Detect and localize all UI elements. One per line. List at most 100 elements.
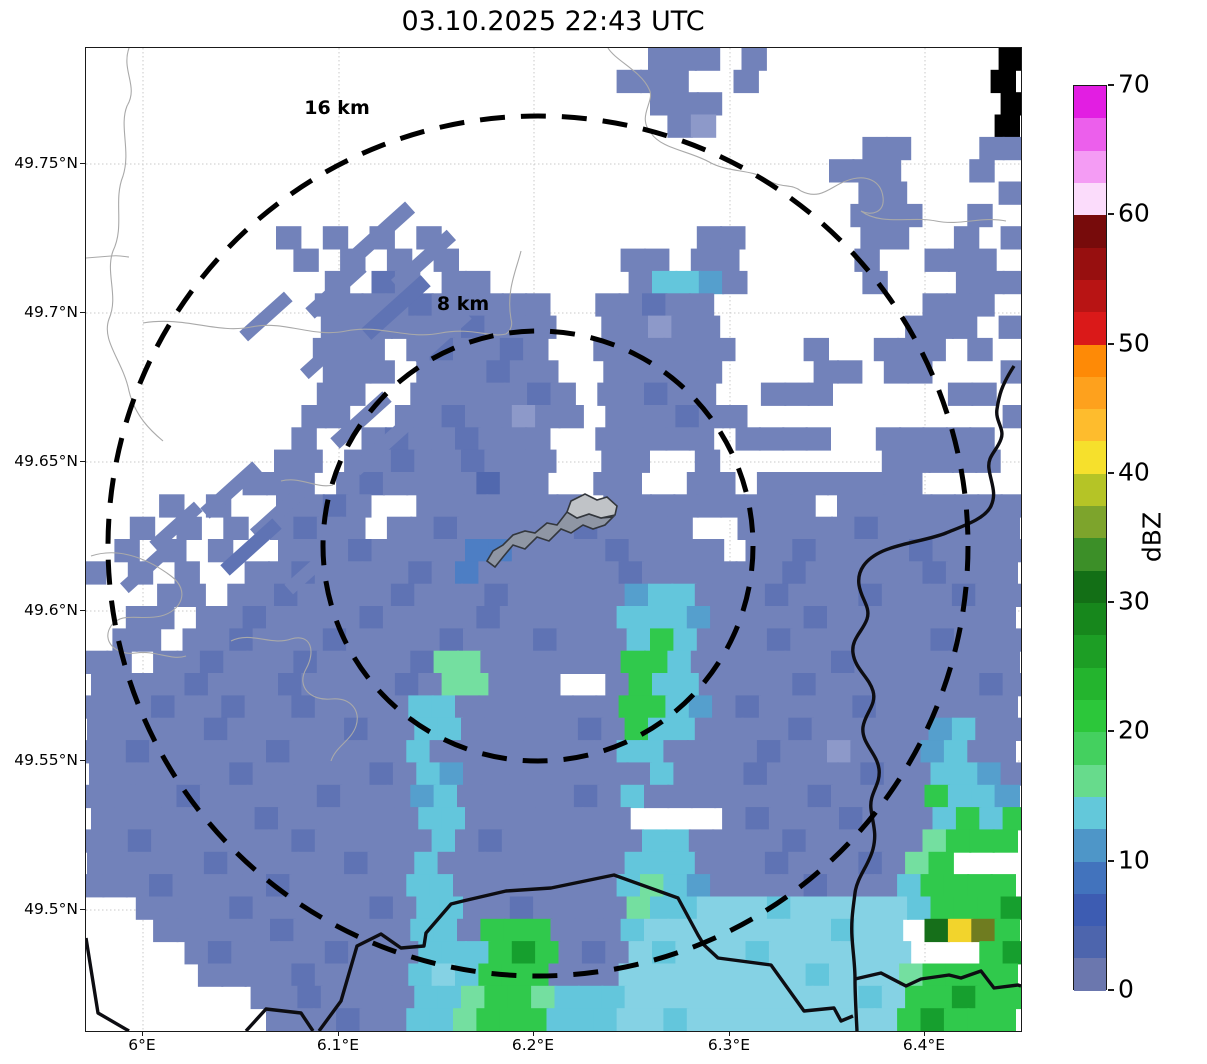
radar-cell: [803, 606, 829, 630]
radar-cell: [394, 673, 421, 697]
radar-cell: [829, 561, 855, 585]
radar-cell: [1000, 226, 1021, 250]
radar-cell: [556, 762, 582, 786]
radar-cell: [1002, 941, 1021, 965]
radar-cell: [437, 717, 463, 741]
radar-cell: [883, 360, 910, 384]
radar-cell: [207, 539, 234, 563]
radar-cell: [312, 740, 339, 764]
radar-cell: [860, 226, 886, 250]
radar-cell: [231, 941, 257, 965]
radar-cell: [180, 583, 206, 607]
radar-cell: [758, 427, 785, 451]
radar-cell: [733, 1008, 759, 1031]
colorbar-segment: [1074, 150, 1106, 183]
radar-cell: [975, 717, 1001, 741]
radar-cell: [509, 762, 536, 786]
radar-cell: [480, 516, 506, 540]
radar-cell: [463, 360, 489, 384]
city-area-polygon: [485, 510, 616, 569]
radar-cell: [324, 673, 351, 697]
radar-cell: [743, 896, 769, 920]
radar-cell: [573, 650, 600, 674]
radar-cell: [977, 628, 1003, 652]
radar-cell: [418, 539, 444, 563]
radar-cell: [650, 896, 676, 920]
colorbar-segment: [1074, 182, 1106, 216]
radar-cell: [102, 874, 128, 898]
radar-cell: [642, 293, 668, 317]
radar-cell: [743, 628, 769, 652]
radar-cell: [531, 851, 557, 876]
colorbar-segment: [1074, 86, 1106, 119]
radar-cell: [718, 985, 744, 1010]
radar-cell: [457, 918, 483, 943]
radar-cell: [153, 784, 179, 809]
radar-cell: [648, 717, 674, 741]
radar-cell: [628, 539, 654, 563]
radar-cell: [501, 427, 528, 451]
border-river-line: [850, 365, 1016, 1031]
radar-cell: [897, 606, 923, 630]
radar-cell: [133, 851, 160, 876]
radar-cell: [476, 1008, 502, 1031]
radar-cell: [998, 583, 1021, 607]
radar-cell: [484, 851, 510, 876]
radar-cell: [573, 784, 600, 809]
radar-cell: [616, 606, 642, 630]
radar-cell: [928, 717, 954, 741]
radar-cell: [837, 494, 863, 518]
radar-cell: [675, 405, 701, 429]
radar-cell: [392, 896, 419, 920]
y-axis-tick-mark: [80, 162, 85, 164]
radar-cell: [414, 449, 440, 473]
radar-cell: [316, 650, 343, 674]
radar-cell: [694, 985, 721, 1010]
radar-cell: [766, 762, 793, 786]
radar-cell: [161, 807, 187, 831]
radar-cell: [361, 695, 387, 719]
radar-cell: [827, 740, 853, 764]
radar-cell: [652, 539, 678, 563]
radar-cell: [930, 896, 956, 920]
radar-cell: [408, 963, 434, 987]
border-river-line: [317, 873, 854, 1031]
range-circle-16km: [105, 113, 971, 979]
radar-cell: [499, 472, 526, 496]
radar-cell: [673, 360, 699, 384]
x-axis-tick-mark: [141, 1031, 143, 1036]
radar-cell: [478, 829, 504, 853]
radar-cell: [642, 695, 668, 719]
radar-cell: [250, 851, 276, 876]
radar-cell: [663, 1008, 689, 1031]
radar-cell: [969, 427, 995, 451]
radar-cell: [531, 717, 557, 741]
colorbar-tick-mark: [1108, 730, 1114, 733]
radar-cell: [827, 606, 853, 630]
radar-cell: [320, 717, 347, 741]
radar-cell: [920, 874, 946, 898]
radar-cell: [990, 69, 1016, 94]
radar-cell: [266, 740, 292, 764]
radar-cell: [805, 427, 831, 451]
radar-cell: [439, 762, 465, 786]
radar-cell: [899, 829, 925, 853]
radar-cell: [667, 784, 693, 809]
radar-cell: [461, 449, 487, 473]
radar-cell: [597, 784, 623, 809]
admin-boundary-line: [230, 636, 358, 762]
colorbar-tick-label: 30: [1118, 586, 1150, 616]
radar-cell: [461, 851, 487, 876]
radar-cell: [831, 784, 857, 809]
radar-cell: [488, 405, 514, 429]
radar-cell: [686, 874, 713, 898]
radar-cell: [909, 539, 935, 563]
radar-cell: [406, 740, 432, 764]
radar-cell: [102, 740, 128, 764]
radar-cell: [577, 717, 604, 741]
radar-cell: [394, 539, 421, 563]
radar-cell: [137, 673, 164, 697]
radar-cell: [618, 293, 644, 317]
radar-cell: [531, 315, 557, 339]
radar-cell: [839, 673, 865, 697]
